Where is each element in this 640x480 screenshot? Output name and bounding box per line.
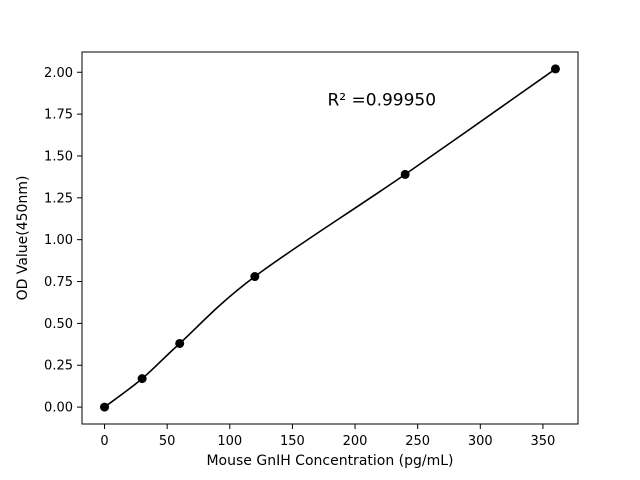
data-point-marker [550, 64, 560, 74]
y-tick-label: 0.00 [44, 401, 73, 416]
x-tick-label: 50 [159, 434, 176, 449]
plot-border [81, 51, 579, 425]
y-tick-label: 1.75 [44, 108, 73, 123]
x-tick-label: 250 [405, 434, 430, 449]
data-point-marker [400, 169, 410, 179]
data-point-marker [250, 272, 260, 282]
y-tick-label: 0.75 [44, 275, 73, 290]
y-tick-label: 1.25 [44, 191, 73, 206]
data-point-marker [137, 374, 147, 384]
y-tick-label: 0.50 [44, 317, 73, 332]
x-tick-label: 100 [217, 434, 242, 449]
data-point-marker [175, 338, 185, 348]
r-squared-annotation: R² =0.99950 [327, 91, 436, 111]
x-tick-label: 300 [468, 434, 493, 449]
y-tick-label: 1.00 [44, 233, 73, 248]
x-tick-label: 150 [280, 434, 305, 449]
x-axis-label: Mouse GnIH Concentration (pg/mL) [206, 453, 453, 469]
x-tick-label: 0 [100, 434, 108, 449]
y-axis-label: OD Value(450nm) [15, 176, 31, 301]
x-tick-label: 350 [531, 434, 556, 449]
y-tick-label: 0.25 [44, 359, 73, 374]
data-point-marker [100, 402, 110, 412]
y-tick-label: 2.00 [44, 66, 73, 81]
y-tick-label: 1.50 [44, 149, 73, 164]
x-tick-label: 200 [343, 434, 368, 449]
